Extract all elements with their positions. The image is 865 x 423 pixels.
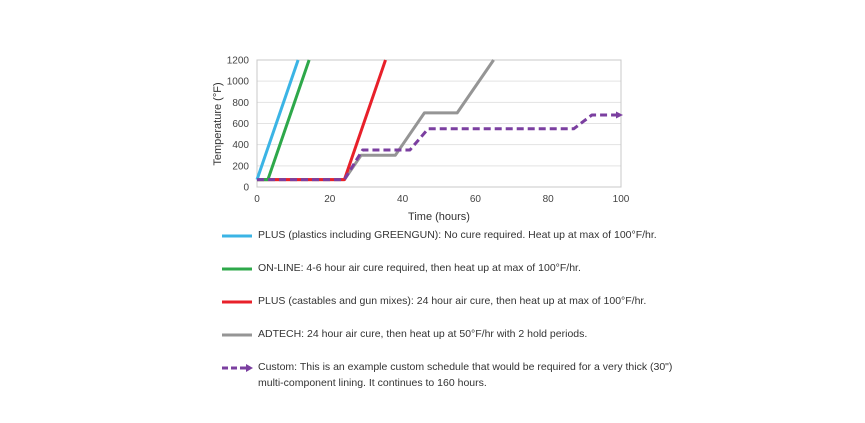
legend: PLUS (plastics including GREENGUN): No c… — [222, 227, 782, 399]
series-line-custom — [257, 111, 623, 182]
series-line-plus-plastics — [255, 59, 300, 181]
y-tick-label: 1200 — [227, 56, 250, 67]
legend-swatch-plus-castables — [222, 300, 252, 304]
y-tick-label: 400 — [232, 140, 249, 151]
legend-item-plus-plastics: PLUS (plastics including GREENGUN): No c… — [222, 227, 782, 260]
x-tick-label: 20 — [324, 194, 336, 205]
x-tick-label: 60 — [470, 194, 482, 205]
legend-label-on-line: ON-LINE: 4-6 hour air cure required, the… — [258, 262, 581, 274]
legend-item-adtech: ADTECH: 24 hour air cure, then heat up a… — [222, 326, 782, 359]
y-tick-label: 600 — [232, 119, 249, 130]
x-tick-label: 40 — [397, 194, 409, 205]
legend-item-on-line: ON-LINE: 4-6 hour air cure required, the… — [222, 260, 782, 293]
y-tick-label: 0 — [243, 183, 249, 194]
x-tick-label: 0 — [254, 194, 260, 205]
legend-label-adtech: ADTECH: 24 hour air cure, then heat up a… — [258, 328, 588, 340]
legend-item-custom: Custom: This is an example custom schedu… — [222, 359, 782, 399]
legend-label-custom: Custom: This is an example custom schedu… — [258, 361, 673, 389]
y-tick-label: 200 — [232, 161, 249, 172]
plot-area-frame — [256, 59, 622, 188]
y-tick-label: 1000 — [227, 77, 250, 88]
y-axis-title: Temperature (°F) — [212, 82, 224, 165]
x-tick-label: 100 — [613, 194, 630, 205]
y-tick-label: 800 — [232, 98, 249, 109]
legend-swatch-on-line — [222, 267, 252, 271]
legend-swatch-adtech — [222, 333, 252, 337]
legend-label-plus-plastics: PLUS (plastics including GREENGUN): No c… — [258, 229, 657, 241]
series-line-plus-castables — [257, 59, 387, 182]
legend-item-plus-castables: PLUS (castables and gun mixes): 24 hour … — [222, 293, 782, 326]
series-line-on-line — [257, 59, 311, 182]
temperature-chart: 0 200 400 600 800 1000 1200 0 20 40 60 80 100 Time (… — [212, 56, 630, 224]
legend-swatch-plus-plastics — [222, 234, 252, 238]
legend-label-plus-castables: PLUS (castables and gun mixes): 24 hour … — [258, 295, 647, 307]
legend-swatch-custom — [222, 364, 253, 372]
x-tick-label: 80 — [543, 194, 555, 205]
x-axis-title: Time (hours) — [408, 211, 470, 223]
